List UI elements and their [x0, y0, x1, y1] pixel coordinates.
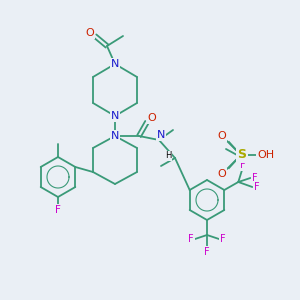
Text: S: S — [238, 148, 247, 161]
Text: N: N — [111, 59, 119, 69]
Text: F: F — [220, 234, 226, 244]
Text: F: F — [254, 182, 259, 192]
Text: F: F — [204, 247, 210, 257]
Text: N: N — [111, 111, 119, 121]
Text: O: O — [85, 28, 94, 38]
Text: N: N — [111, 131, 119, 141]
Text: F: F — [251, 173, 257, 183]
Text: OH: OH — [257, 150, 274, 160]
Text: N: N — [157, 130, 165, 140]
Text: F: F — [188, 234, 194, 244]
Text: O: O — [148, 113, 156, 123]
Text: O: O — [218, 169, 226, 179]
Text: H: H — [165, 152, 171, 160]
Text: O: O — [218, 131, 226, 141]
Text: F: F — [55, 205, 61, 215]
Text: F: F — [239, 160, 245, 170]
